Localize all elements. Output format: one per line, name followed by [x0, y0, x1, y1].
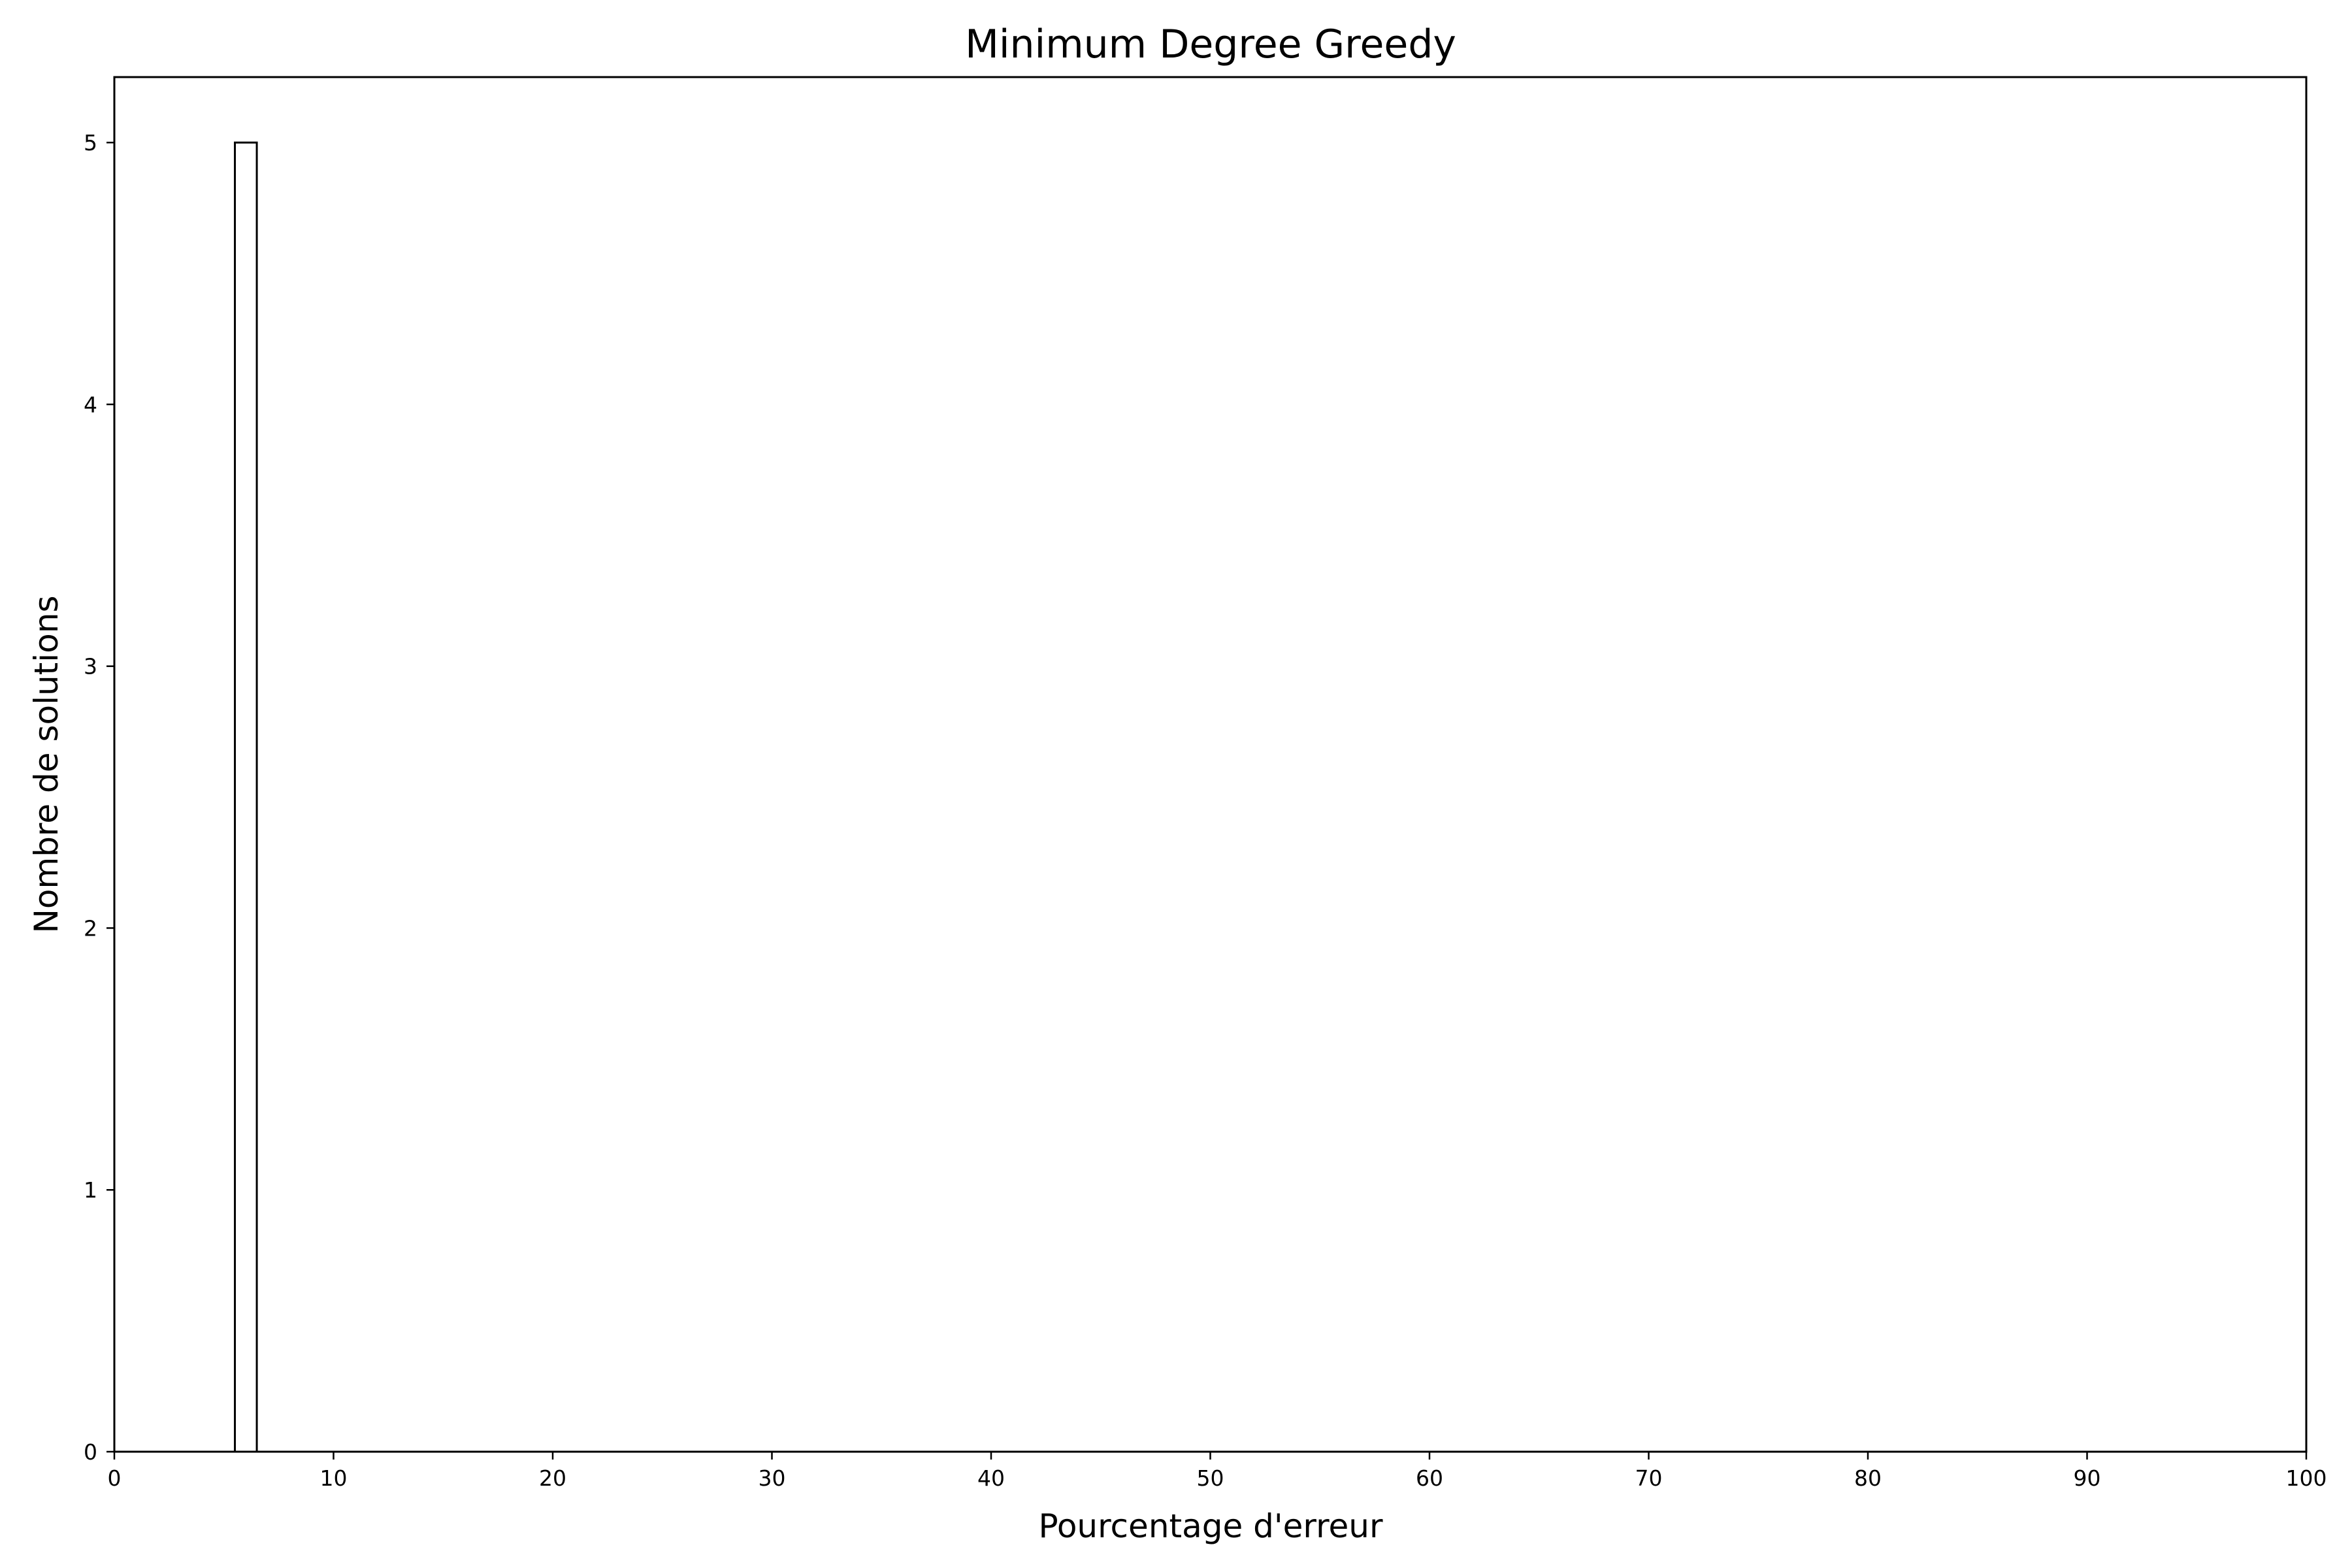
y-tick-label: 2 [84, 915, 97, 941]
y-tick-label: 0 [84, 1439, 97, 1465]
x-axis-label: Pourcentage d'erreur [1038, 1507, 1383, 1545]
y-tick-label: 4 [84, 392, 97, 417]
x-tick-label: 20 [539, 1465, 566, 1491]
y-tick-label: 5 [84, 130, 97, 155]
y-tick-label: 1 [84, 1177, 97, 1203]
x-tick-label: 90 [2074, 1465, 2101, 1491]
x-tick-label: 80 [1854, 1465, 1882, 1491]
x-tick-label: 40 [977, 1465, 1005, 1491]
x-tick-label: 50 [1197, 1465, 1224, 1491]
x-tick-label: 60 [1416, 1465, 1443, 1491]
x-tick-label: 30 [759, 1465, 786, 1491]
ticks-layer: 0 10 20 30 40 50 60 70 80 90 100 0 1 2 3 4 5 [84, 130, 2327, 1491]
x-tick-label: 0 [108, 1465, 122, 1491]
y-axis-label: Nombre de solutions [27, 596, 65, 934]
histogram-bar-0 [234, 141, 258, 1453]
x-tick-label: 100 [2286, 1465, 2327, 1491]
x-tick-label: 70 [1635, 1465, 1663, 1491]
bars-layer [234, 141, 258, 1453]
plot-frame [113, 76, 2308, 1453]
y-tick-label: 3 [84, 654, 97, 679]
chart-title: Minimum Degree Greedy [965, 22, 1456, 67]
x-tick-label: 10 [320, 1465, 348, 1491]
